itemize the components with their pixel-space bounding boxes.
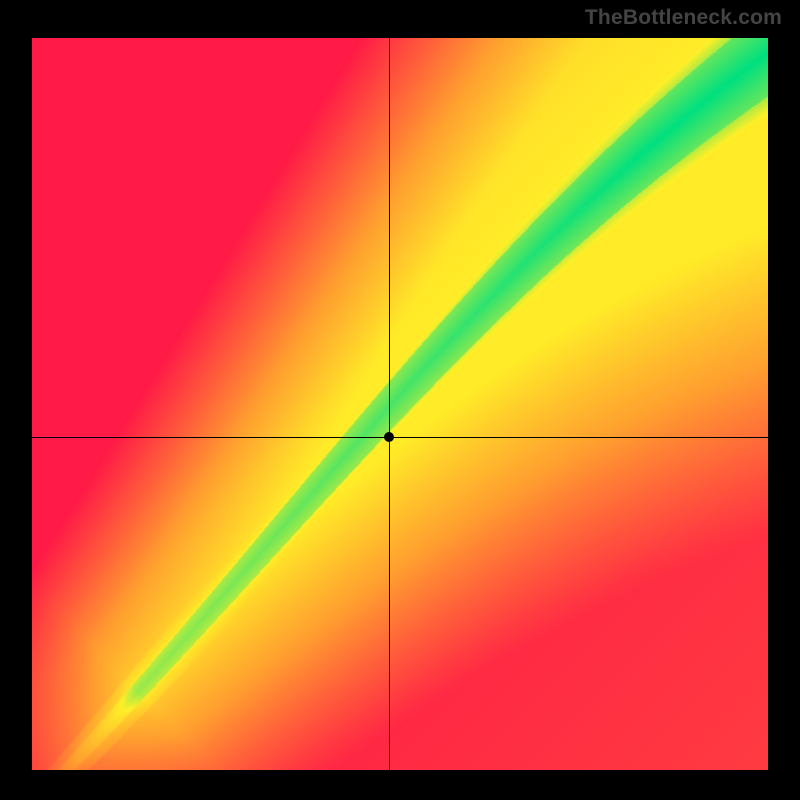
crosshair-dot xyxy=(384,432,394,442)
chart-container: TheBottleneck.com xyxy=(0,0,800,800)
watermark-text: TheBottleneck.com xyxy=(585,6,782,30)
plot-area xyxy=(32,38,768,770)
crosshair-vertical xyxy=(389,38,390,770)
crosshair-horizontal xyxy=(32,437,768,438)
heatmap-canvas xyxy=(32,38,768,770)
